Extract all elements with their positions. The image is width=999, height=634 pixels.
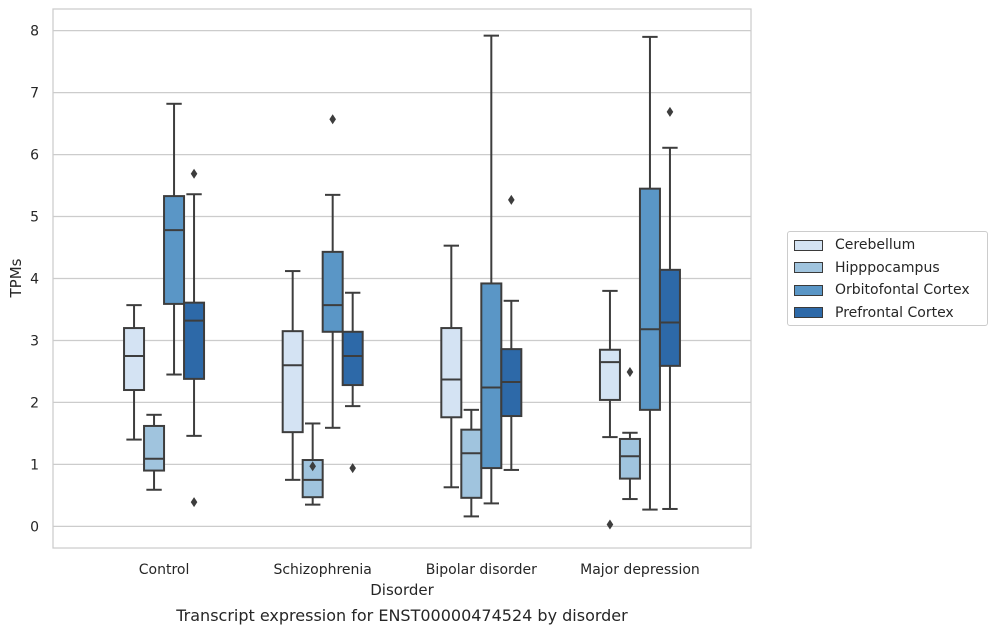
box-groups	[123, 34, 681, 530]
legend-item: Hipppocampus	[794, 258, 940, 278]
legend-label: Hipppocampus	[835, 259, 940, 276]
chart-caption: Transcript expression for ENST0000047452…	[176, 606, 628, 625]
box-hipppocampus-major-depression	[618, 367, 641, 501]
iqr-box	[598, 348, 621, 401]
legend-label: Cerebellum	[835, 237, 916, 253]
box-prefrontal-cortex-control	[183, 168, 206, 508]
iqr-box	[440, 327, 463, 419]
iqr-box	[658, 268, 681, 367]
box-hipppocampus-schizophrenia	[301, 422, 324, 506]
legend-label: Prefrontal Cortex	[835, 304, 954, 321]
y-tick-label: 8	[30, 24, 39, 40]
iqr-box	[341, 330, 364, 387]
y-axis-label: TPMs	[7, 258, 25, 298]
iqr-box	[301, 459, 324, 499]
iqr-box	[143, 424, 166, 472]
y-tick-label: 0	[30, 519, 39, 535]
box-orbitofontal-cortex-control	[163, 102, 186, 376]
box-cerebellum-control	[123, 304, 146, 441]
gridlines	[53, 30, 751, 527]
legend-swatch	[794, 262, 823, 273]
legend-item: Orbitofontal Cortex	[794, 280, 970, 300]
y-tick-label: 1	[30, 457, 39, 473]
y-tick-label: 6	[30, 148, 39, 164]
y-axis-ticks: 0 1 2 3 4 5 6 7 8	[30, 24, 39, 536]
x-axis-label: Disorder	[370, 581, 434, 599]
box-prefrontal-cortex-major-depression	[658, 106, 681, 510]
box-cerebellum-schizophrenia	[281, 270, 304, 481]
iqr-box	[163, 195, 186, 305]
iqr-box	[460, 428, 483, 499]
plot-frame	[52, 8, 752, 549]
box-orbitofontal-cortex-bipolar-disorder	[480, 34, 503, 505]
y-tick-label: 4	[30, 272, 39, 288]
y-tick-label: 7	[30, 86, 39, 102]
box-prefrontal-cortex-schizophrenia	[341, 291, 364, 474]
y-tick-label: 2	[30, 395, 39, 411]
y-tick-label: 3	[30, 333, 39, 349]
outlier-point	[606, 519, 614, 530]
y-tick-label: 5	[30, 210, 39, 226]
outlier-point	[666, 106, 674, 117]
box-cerebellum-bipolar-disorder	[440, 244, 463, 489]
iqr-box	[480, 282, 503, 470]
outlier-point	[190, 168, 198, 179]
legend-label: Orbitofontal Cortex	[835, 282, 970, 298]
outlier-point	[508, 194, 515, 205]
box-orbitofontal-cortex-major-depression	[638, 35, 661, 511]
x-axis-ticks: Control Schizophrenia Bipolar disorder Majo…	[139, 562, 700, 578]
iqr-box	[638, 187, 661, 411]
legend: Cerebellum Hipppocampus Orbitofontal Corte…	[787, 231, 988, 326]
box-orbitofontal-cortex-schizophrenia	[321, 114, 344, 429]
legend-item: Cerebellum	[794, 235, 915, 255]
x-tick-label: Control	[139, 562, 190, 578]
x-tick-label: Major depression	[580, 562, 700, 578]
box-prefrontal-cortex-bipolar-disorder	[500, 194, 523, 471]
x-tick-label: Bipolar disorder	[426, 562, 537, 578]
box-cerebellum-major-depression	[598, 289, 621, 530]
outlier-point	[329, 114, 336, 125]
legend-item: Prefrontal Cortex	[794, 303, 954, 323]
legend-swatch	[794, 307, 823, 318]
outlier-point	[309, 461, 316, 472]
iqr-box	[123, 327, 146, 392]
iqr-box	[618, 437, 641, 480]
iqr-box	[321, 250, 344, 333]
outlier-point	[349, 463, 356, 474]
iqr-box	[183, 301, 206, 380]
box-hipppocampus-control	[143, 413, 166, 491]
legend-swatch	[794, 284, 823, 296]
legend-swatch	[794, 239, 823, 251]
x-tick-label: Schizophrenia	[273, 562, 371, 578]
outlier-point	[190, 497, 198, 508]
outlier-point	[626, 367, 634, 378]
iqr-box	[281, 330, 304, 434]
